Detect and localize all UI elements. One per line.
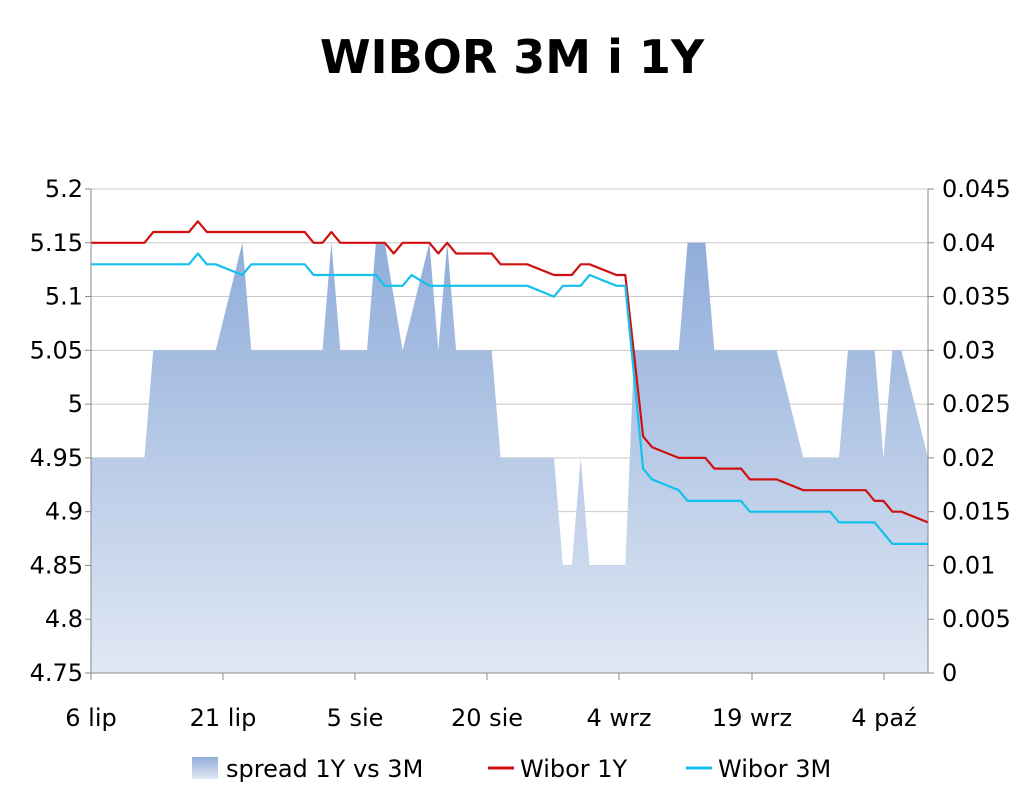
legend-swatch-spread-1y-vs-3m bbox=[192, 757, 218, 779]
y-right-tick-label: 0.02 bbox=[942, 444, 995, 472]
lines-layer bbox=[91, 220, 929, 546]
series-wibor-1y bbox=[91, 220, 929, 524]
x-ticks: 6 lip 21 lip 5 sie 20 sie 4 wrz 19 wrz 4 paź bbox=[65, 704, 916, 732]
y-left-tick-label: 5.1 bbox=[45, 283, 83, 311]
legend-label-wibor-3m: Wibor 3M bbox=[718, 755, 831, 783]
y-right-ticks: 0.045 0.04 0.035 0.03 0.025 0.02 0.015 0.01 0.00… bbox=[942, 175, 1011, 687]
x-tick-label: 6 lip bbox=[65, 704, 116, 732]
spread-area-layer bbox=[91, 242, 928, 674]
y-left-tick-label: 4.75 bbox=[30, 659, 83, 687]
y-left-ticks: 5.2 5.15 5.1 5.05 5 4.95 4.9 4.85 4.8 4.75 bbox=[30, 175, 83, 687]
y-left-tick-label: 5.15 bbox=[30, 229, 83, 257]
y-left-tick-label: 4.85 bbox=[30, 551, 83, 579]
y-right-tick-label: 0.015 bbox=[942, 498, 1011, 526]
y-left-tick-label: 4.8 bbox=[45, 605, 83, 633]
chart-title: WIBOR 3M i 1Y bbox=[319, 30, 705, 84]
series-wibor-3m bbox=[91, 252, 928, 546]
y-left-tick-label: 5.05 bbox=[30, 336, 83, 364]
axes bbox=[85, 188, 934, 680]
y-left-tick-label: 5 bbox=[68, 390, 83, 418]
x-tick-label: 20 sie bbox=[451, 704, 523, 732]
y-right-tick-label: 0.045 bbox=[942, 175, 1011, 203]
y-right-tick-label: 0.01 bbox=[942, 551, 995, 579]
y-right-tick-label: 0 bbox=[942, 659, 957, 687]
x-tick-label: 4 paź bbox=[851, 704, 916, 732]
series-spread-1y-vs-3m bbox=[91, 242, 928, 674]
y-right-tick-label: 0.04 bbox=[942, 229, 995, 257]
legend-label-spread-1y-vs-3m: spread 1Y vs 3M bbox=[226, 755, 423, 783]
x-tick-label: 21 lip bbox=[190, 704, 257, 732]
y-left-tick-label: 4.9 bbox=[45, 498, 83, 526]
legend-label-wibor-1y: Wibor 1Y bbox=[520, 755, 628, 783]
x-tick-label: 4 wrz bbox=[587, 704, 652, 732]
y-right-tick-label: 0.005 bbox=[942, 605, 1011, 633]
x-tick-label: 5 sie bbox=[327, 704, 384, 732]
x-tick-label: 19 wrz bbox=[712, 704, 792, 732]
y-left-tick-label: 5.2 bbox=[45, 175, 83, 203]
y-right-tick-label: 0.035 bbox=[942, 283, 1011, 311]
y-right-tick-label: 0.025 bbox=[942, 390, 1011, 418]
y-right-tick-label: 0.03 bbox=[942, 336, 995, 364]
legend: spread 1Y vs 3M Wibor 1Y Wibor 3M bbox=[192, 755, 831, 783]
y-left-tick-label: 4.95 bbox=[30, 444, 83, 472]
